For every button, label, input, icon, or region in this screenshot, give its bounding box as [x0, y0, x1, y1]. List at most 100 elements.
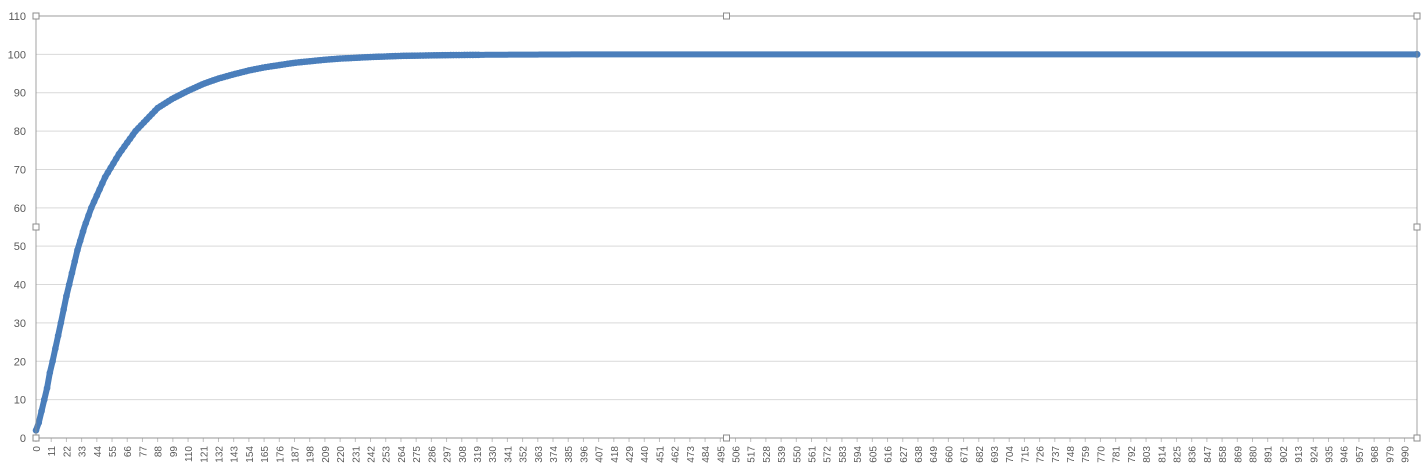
x-tick-label: 275 — [412, 446, 423, 463]
x-tick-label: 990 — [1401, 446, 1412, 463]
x-tick-label: 473 — [686, 446, 697, 463]
x-tick-label: 649 — [929, 446, 940, 463]
x-tick-label: 726 — [1036, 446, 1047, 463]
x-tick-label: 66 — [123, 446, 134, 458]
x-tick-label: 154 — [245, 446, 256, 463]
data-point — [54, 332, 62, 339]
x-tick-label: 132 — [214, 446, 225, 463]
x-tick-label: 924 — [1309, 446, 1320, 463]
x-tick-label: 858 — [1218, 446, 1229, 463]
data-point — [71, 258, 79, 265]
data-point — [57, 319, 65, 327]
data-point — [76, 237, 84, 245]
y-tick-label: 20 — [14, 356, 26, 368]
x-tick-label: 891 — [1264, 446, 1275, 463]
data-point — [96, 186, 103, 193]
selection-handles[interactable] — [32, 12, 1421, 442]
y-tick-label: 40 — [14, 280, 26, 292]
data-point — [60, 306, 67, 313]
data-point — [93, 192, 101, 199]
x-tick-label: 682 — [975, 446, 986, 463]
x-tick-label: 759 — [1081, 446, 1092, 463]
x-tick-label: 517 — [747, 446, 758, 463]
x-tick-label: 253 — [382, 446, 393, 463]
x-tick-label: 660 — [944, 446, 955, 463]
x-tick-label: 572 — [823, 446, 834, 463]
x-tick-label: 836 — [1188, 446, 1199, 463]
x-tick-label: 803 — [1142, 446, 1153, 463]
x-axis-tick-labels: 0 11 22 33 44 55 66 77 88 99 110 121 132 143 154 165 176… — [32, 446, 1412, 463]
y-tick-label: 100 — [8, 49, 26, 61]
x-tick-label: 814 — [1157, 446, 1168, 463]
resize-handle[interactable] — [1413, 223, 1421, 231]
series-line — [33, 51, 1420, 434]
x-tick-label: 671 — [960, 446, 971, 463]
data-point — [475, 51, 482, 59]
x-tick-label: 308 — [458, 446, 469, 463]
resize-handle[interactable] — [32, 434, 40, 442]
x-tick-label: 979 — [1385, 446, 1396, 463]
x-tick-label: 638 — [914, 446, 925, 463]
x-tick-label: 946 — [1340, 446, 1351, 463]
resize-handle[interactable] — [723, 12, 730, 20]
y-tick-label: 10 — [14, 395, 26, 407]
x-tick-label: 935 — [1325, 446, 1336, 463]
data-point — [90, 198, 98, 205]
data-point — [49, 357, 56, 365]
x-tick-label: 594 — [853, 446, 864, 463]
x-tick-label: 231 — [351, 446, 362, 463]
x-tick-label: 605 — [868, 446, 879, 463]
x-tick-label: 715 — [1020, 446, 1031, 463]
data-point — [40, 396, 48, 403]
x-tick-label: 462 — [671, 446, 682, 463]
x-tick-label: 286 — [427, 446, 438, 463]
x-tick-label: 44 — [93, 446, 104, 458]
x-tick-label: 22 — [62, 446, 73, 458]
data-point — [82, 219, 90, 227]
x-tick-label: 385 — [564, 446, 575, 463]
resize-handle[interactable] — [1413, 434, 1421, 442]
x-tick-label: 77 — [138, 446, 149, 458]
x-tick-label: 550 — [792, 446, 803, 463]
x-tick-label: 440 — [640, 446, 651, 463]
x-tick-label: 737 — [1051, 446, 1062, 463]
x-tick-label: 99 — [169, 446, 180, 458]
data-point — [85, 212, 92, 219]
x-tick-label: 880 — [1248, 446, 1259, 463]
x-tick-label: 583 — [838, 446, 849, 463]
resize-handle[interactable] — [32, 12, 40, 20]
y-tick-label: 30 — [14, 318, 26, 330]
x-tick-label: 187 — [291, 446, 302, 463]
resize-handle[interactable] — [32, 223, 40, 231]
data-point — [35, 419, 43, 426]
resize-handle[interactable] — [1413, 12, 1421, 20]
x-tick-label: 748 — [1066, 446, 1077, 463]
data-point — [87, 204, 95, 212]
y-tick-label: 80 — [14, 126, 26, 138]
x-tick-label: 330 — [488, 446, 499, 463]
data-point — [46, 369, 54, 377]
x-tick-label: 33 — [78, 446, 89, 458]
data-series — [32, 50, 1421, 434]
x-tick-label: 341 — [503, 446, 514, 463]
x-tick-label: 968 — [1370, 446, 1381, 463]
x-tick-label: 429 — [625, 446, 636, 463]
y-axis-tick-labels: 0 10 20 30 40 50 60 70 80 90 100 110 — [8, 11, 26, 445]
x-tick-label: 242 — [367, 446, 378, 463]
resize-handle[interactable] — [723, 434, 730, 442]
x-tick-label: 781 — [1112, 446, 1123, 463]
x-tick-label: 407 — [595, 446, 606, 463]
selection-frame[interactable] — [35, 15, 1418, 439]
x-tick-label: 770 — [1096, 446, 1107, 463]
data-point — [38, 407, 45, 415]
y-tick-label: 50 — [14, 241, 26, 253]
x-tick-label: 825 — [1172, 446, 1183, 463]
data-point — [43, 384, 51, 392]
data-point — [68, 269, 76, 277]
x-tick-label: 319 — [473, 446, 484, 463]
x-tick-label: 913 — [1294, 446, 1305, 463]
y-tick-label: 110 — [8, 11, 26, 23]
y-tick-label: 60 — [14, 203, 26, 215]
x-tick-label: 451 — [655, 446, 666, 463]
x-tick-label: 220 — [336, 446, 347, 463]
